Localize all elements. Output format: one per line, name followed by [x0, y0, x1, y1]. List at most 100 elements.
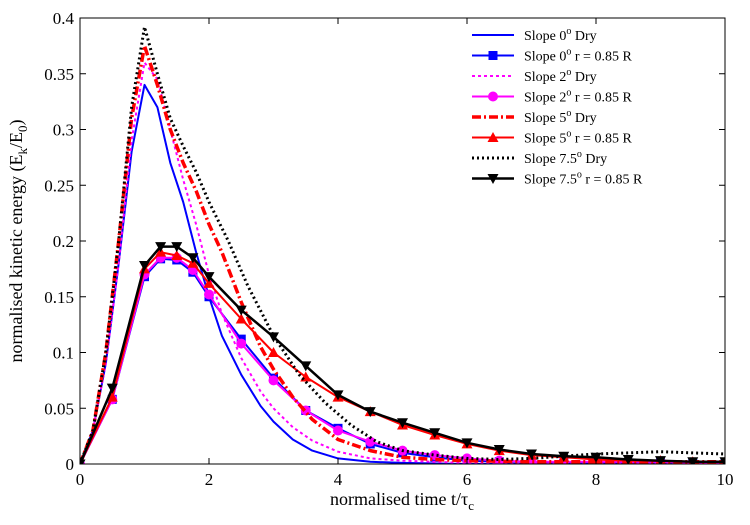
data-point-circle — [204, 289, 214, 300]
data-point-triangle-down — [655, 456, 666, 464]
legend-entry: Slope 7.5o Dry — [472, 149, 607, 167]
label-part: Dry — [571, 111, 596, 126]
legend-label: Slope 2o Dry — [524, 67, 597, 85]
label-part: r = 0.85 R — [571, 50, 632, 65]
series-8 — [80, 242, 725, 464]
series-layer — [80, 25, 725, 464]
ticks-layer: 0 2 4 6 8 10 0 0.05 0.1 0.15 0.2 0.25 0.3 0.35 0.4 — [44, 9, 733, 489]
data-point-triangle-down — [461, 438, 473, 449]
data-point-triangle — [268, 347, 279, 357]
label-part: Slope 5 — [524, 132, 566, 147]
legend-label: Slope 0o r = 0.85 R — [524, 47, 632, 65]
data-point-triangle-down — [235, 305, 247, 316]
data-point-triangle-down — [139, 261, 150, 272]
data-point-triangle-down — [155, 242, 167, 253]
label-part: Slope 0 — [524, 50, 566, 65]
data-point-circle — [333, 425, 343, 436]
data-point-circle — [268, 375, 279, 386]
label-part: Dry — [571, 29, 596, 44]
data-point-triangle-down — [526, 449, 537, 460]
x-tick-label: 8 — [592, 470, 601, 489]
label-part: Slope 7.5 — [524, 152, 577, 167]
data-point-triangle-down — [187, 253, 199, 264]
data-point-triangle-down — [687, 457, 699, 464]
data-point-triangle-down — [487, 174, 499, 184]
legend-entry: Slope 2o Dry — [472, 67, 597, 85]
x-tick-label: 2 — [205, 470, 214, 489]
label-part: o — [566, 67, 571, 78]
label-part: k — [15, 147, 30, 154]
legend-entry: Slope 2o r = 0.85 R — [472, 88, 632, 106]
label-part: 0 — [15, 125, 30, 132]
data-point-circle — [365, 436, 376, 447]
legend-label: Slope 7.5o Dry — [524, 149, 607, 167]
legend-entry: Slope 7.5o r = 0.85 R — [472, 170, 643, 188]
label-part: Slope 2 — [524, 91, 566, 106]
label-part: ) — [6, 119, 27, 125]
label-part: /E — [6, 132, 26, 148]
data-point-triangle-down — [203, 272, 215, 283]
data-point-triangle-down — [397, 418, 408, 429]
y-axis-title: normalised kinetic energy (Ek/E0) — [6, 119, 30, 362]
x-axis-title-subscript: c — [468, 498, 474, 513]
label-part: r = 0.85 R — [571, 91, 632, 106]
legend-entry: Slope 5o Dry — [472, 108, 597, 126]
data-point-triangle-down — [106, 383, 118, 394]
data-point-triangle-down — [719, 457, 725, 464]
series-line — [80, 61, 725, 464]
data-point-triangle-down — [590, 452, 602, 463]
legend-label: Slope 5o r = 0.85 R — [524, 129, 632, 147]
y-tick-label: 0 — [66, 455, 75, 474]
x-axis-title: normalised time t/τc — [330, 489, 474, 513]
data-point-circle — [236, 338, 247, 349]
y-tick-label: 0.35 — [44, 65, 74, 84]
data-point-triangle-down — [80, 459, 86, 464]
x-tick-label: 4 — [334, 470, 343, 489]
data-point-triangle-down — [268, 332, 279, 343]
series-line — [80, 25, 725, 464]
label-part: o — [577, 149, 582, 160]
label-part: o — [566, 108, 571, 119]
y-tick-label: 0.25 — [44, 176, 74, 195]
data-point-triangle-down — [558, 451, 570, 462]
x-tick-label: 10 — [717, 470, 734, 489]
data-point-triangle-down — [332, 390, 344, 401]
legend-label: Slope 5o Dry — [524, 108, 597, 126]
label-part: Slope 5 — [524, 111, 566, 126]
label-part: Slope 0 — [524, 29, 566, 44]
label-part: r = 0.85 R — [571, 132, 632, 147]
data-point-triangle — [203, 277, 215, 288]
series-3 — [80, 61, 725, 464]
data-point-circle — [488, 91, 498, 102]
series-line — [80, 44, 725, 464]
y-tick-label: 0.3 — [53, 121, 74, 140]
label-part: Dry — [582, 152, 607, 167]
data-point-triangle-down — [622, 455, 634, 464]
series-5 — [80, 44, 725, 464]
series-line — [80, 83, 725, 464]
y-tick-label: 0.05 — [44, 399, 74, 418]
y-tick-label: 0.4 — [53, 9, 75, 28]
label-part: Slope 7.5 — [524, 173, 577, 188]
y-tick-label: 0.15 — [44, 288, 74, 307]
data-point-square — [488, 51, 498, 60]
label-part: normalised kinetic energy (E — [6, 154, 27, 362]
label-part: o — [566, 47, 571, 58]
y-tick-label: 0.2 — [53, 232, 74, 251]
data-point-triangle-down — [171, 242, 183, 253]
data-point-triangle-down — [364, 407, 376, 418]
label-part: o — [566, 88, 571, 99]
series-1 — [80, 83, 725, 464]
label-part: Slope 2 — [524, 70, 566, 85]
legend-label: Slope 0o Dry — [524, 26, 597, 44]
label-part: r = 0.85 R — [582, 173, 643, 188]
x-tick-label: 0 — [76, 470, 85, 489]
data-point-triangle — [487, 132, 499, 142]
x-axis-title-main: normalised time t/τ — [330, 489, 468, 509]
data-point-triangle-down — [300, 361, 312, 372]
legend-label: Slope 7.5o r = 0.85 R — [524, 170, 643, 188]
x-tick-label: 6 — [463, 470, 472, 489]
